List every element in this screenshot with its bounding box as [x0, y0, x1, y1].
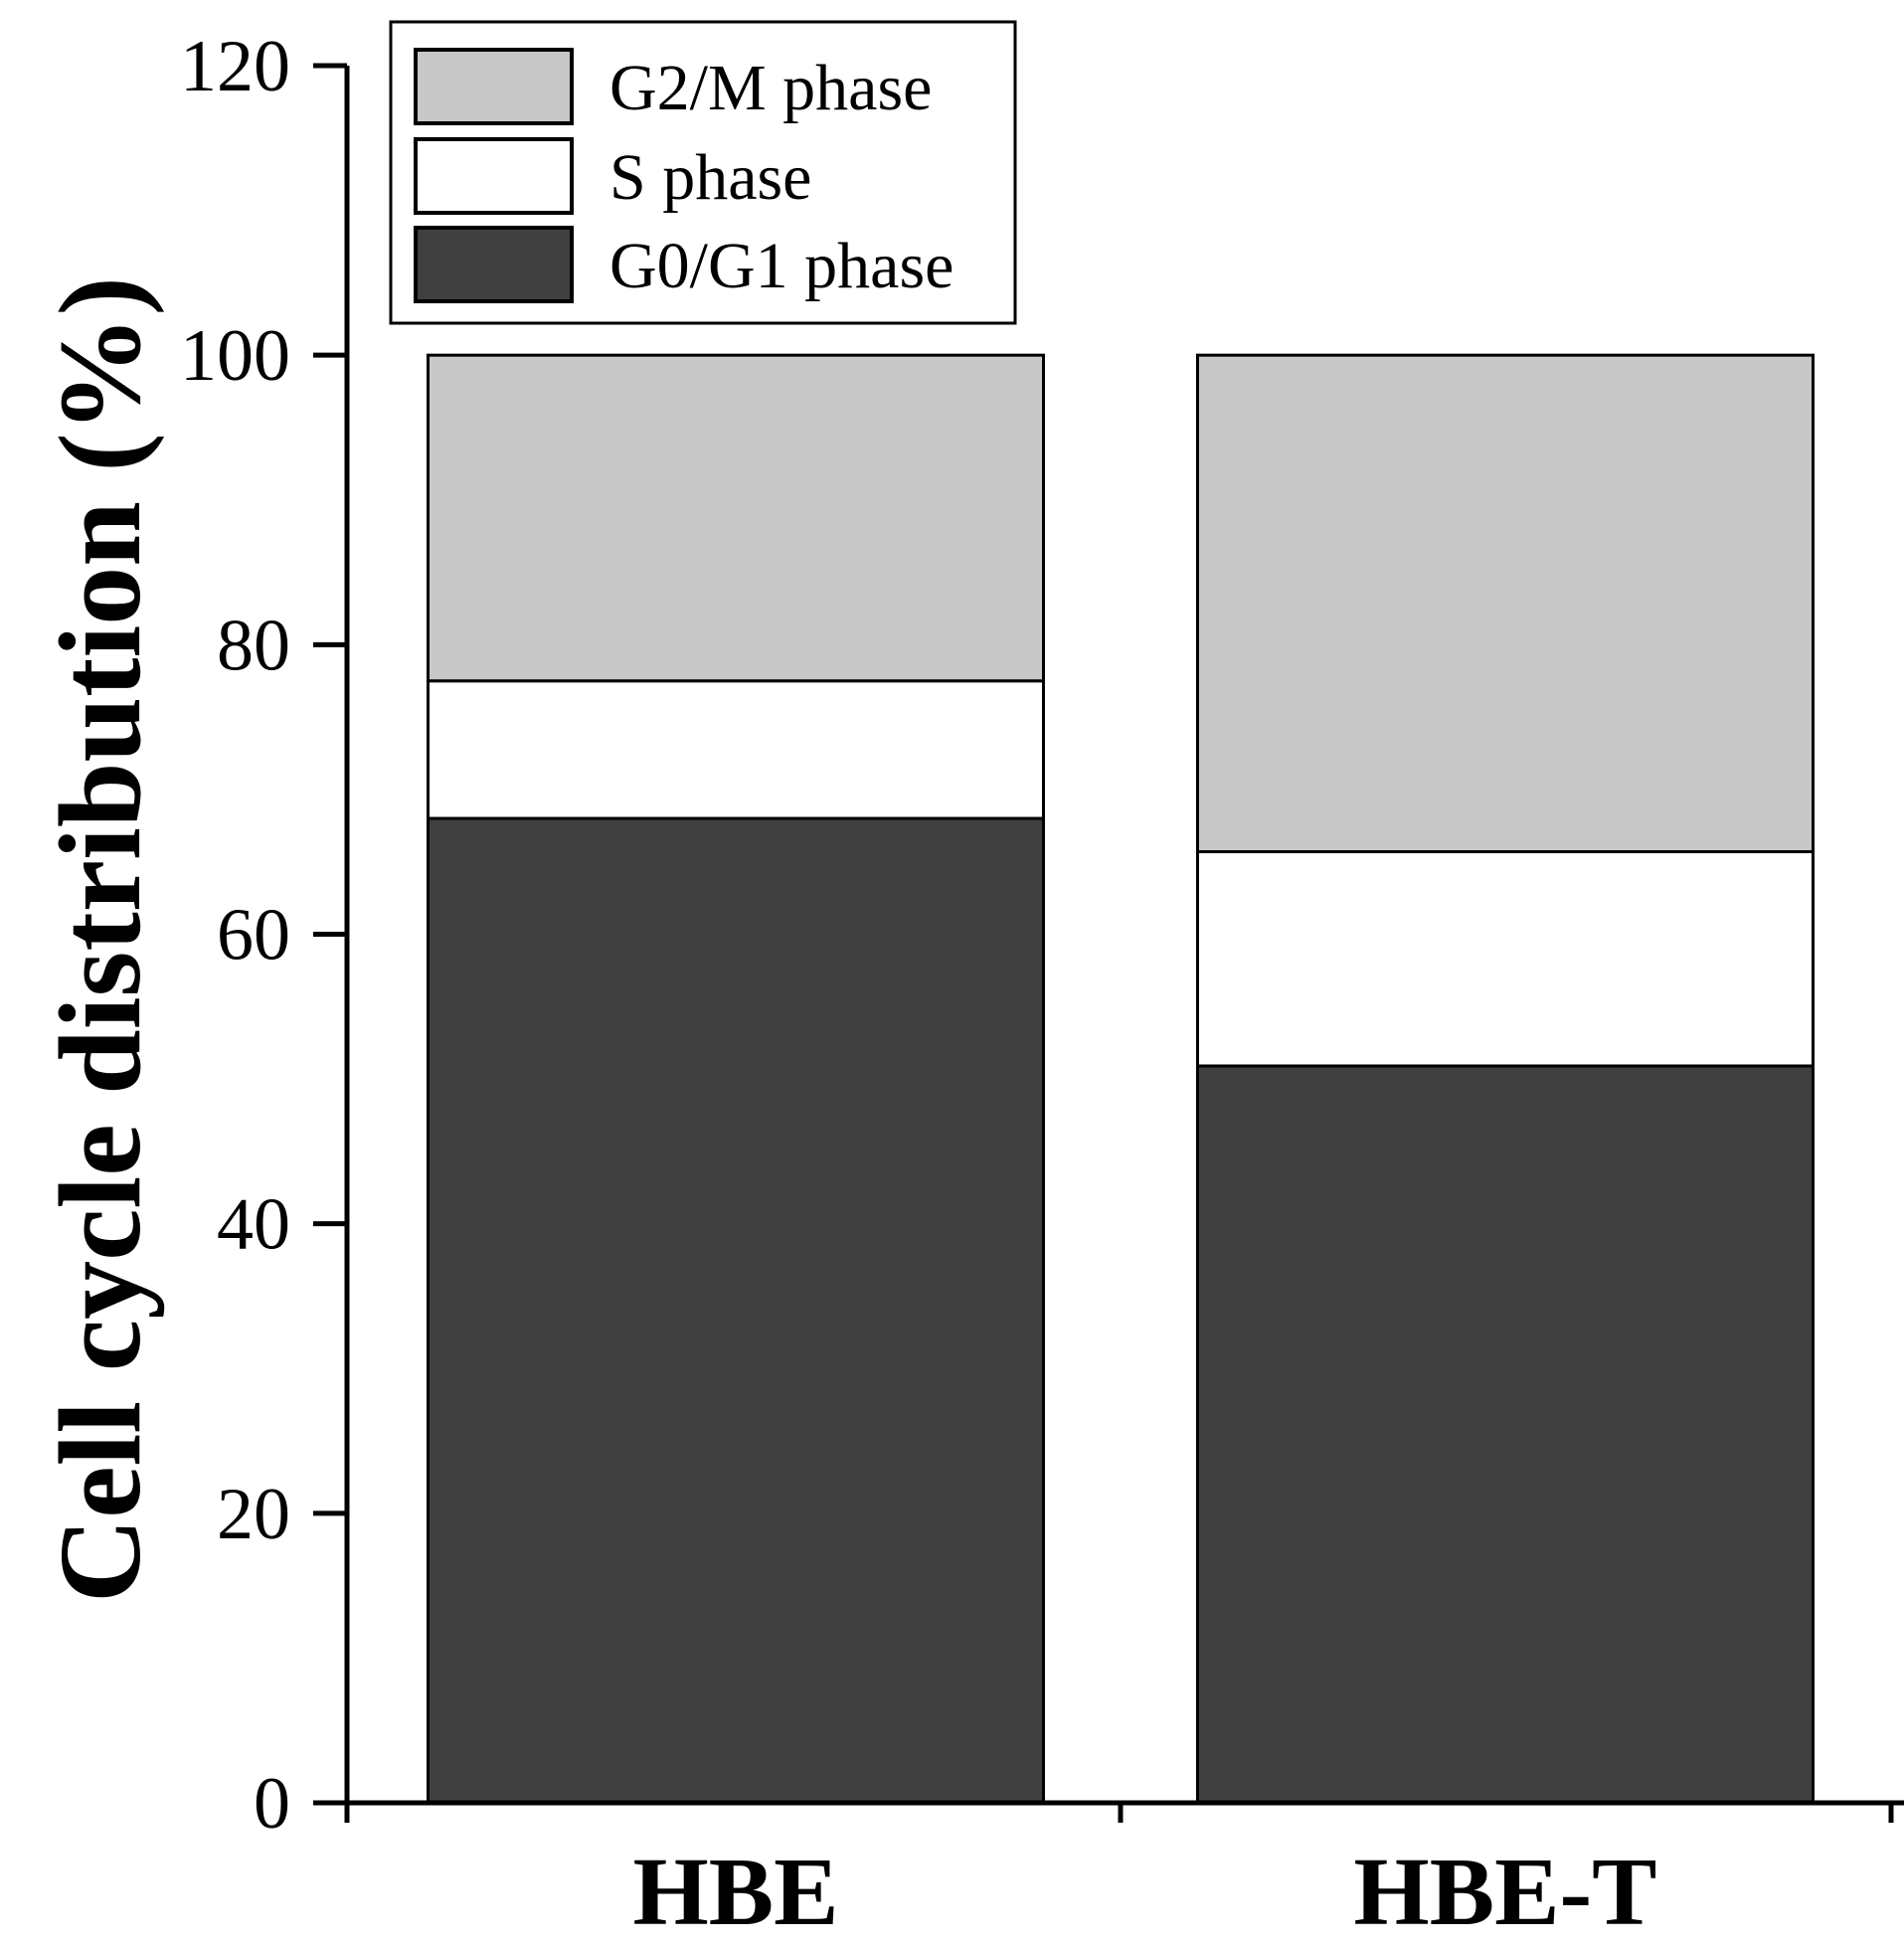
x-tick-label: HBE [633, 1839, 839, 1946]
bars-group [427, 353, 1815, 1805]
bar-hbe-g2-m [427, 353, 1045, 683]
axes-group: HBE HBE-T 0 20 40 60 80 100 120 [180, 26, 1904, 1946]
legend-label: S phase [609, 141, 811, 214]
bar-hbe-s [427, 679, 1045, 820]
legend-swatch [414, 226, 574, 303]
x-tick-label: HBE-T [1354, 1839, 1657, 1946]
y-tick-label: 120 [180, 26, 290, 107]
y-tick-label: 40 [217, 1184, 290, 1266]
legend-label: G0/G1 phase [609, 230, 953, 302]
bar-hbe-t-g2-m [1196, 353, 1815, 854]
y-tick-label: 20 [217, 1474, 290, 1555]
bar-hbe-t-s [1196, 850, 1815, 1068]
y-axis-title: Cell cycle distribution (%) [35, 276, 165, 1603]
bar-hbe-t-g0-g1 [1196, 1064, 1815, 1805]
y-tick-label: 60 [217, 895, 290, 976]
bar-hbe-g0-g1 [427, 816, 1045, 1805]
y-tick-label: 0 [254, 1763, 290, 1845]
y-tick-label: 100 [180, 315, 290, 397]
y-tick-label: 80 [217, 605, 290, 686]
legend-label: G2/M phase [609, 52, 932, 124]
legend-swatch [414, 137, 574, 215]
legend: G2/M phase S phase G0/G1 phase [389, 20, 1017, 325]
legend-swatch [414, 48, 574, 125]
